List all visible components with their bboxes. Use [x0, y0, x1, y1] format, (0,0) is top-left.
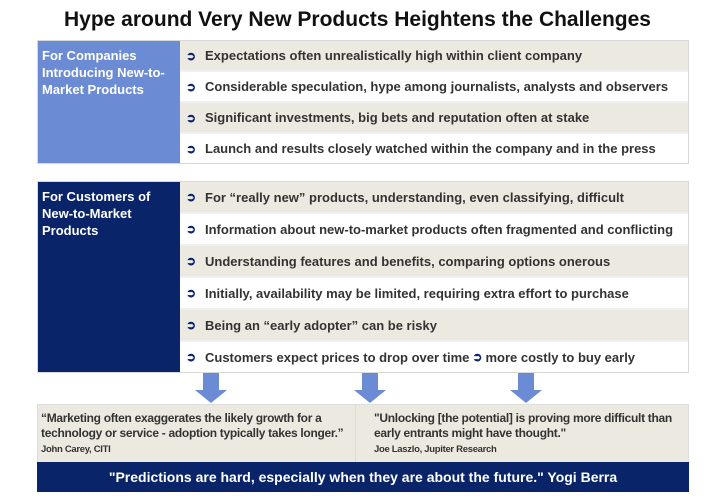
quotes-panel: “Marketing often exaggerates the likely … [37, 404, 689, 463]
customers-label: For Customers of New-to-Market Products [38, 182, 180, 372]
arrow-bullet-icon: ➲ [186, 110, 197, 125]
arrow-bullet-icon: ➲ [186, 190, 197, 204]
item-text: Considerable speculation, hype among jou… [205, 79, 669, 94]
item-text: Significant investments, big bets and re… [205, 110, 590, 125]
companies-section: For Companies Introducing New-to-Market … [37, 40, 689, 164]
item-text: Customers expect prices to drop over tim… [205, 349, 470, 365]
arrow-bullet-icon: ➲ [186, 222, 197, 236]
quote-text: "Unlocking [the potential] is proving mo… [374, 411, 672, 440]
customers-section: For Customers of New-to-Market Products … [37, 181, 689, 373]
page-title: Hype around Very New Products Heightens … [64, 8, 651, 31]
quote-laszlo: "Unlocking [the potential] is proving mo… [355, 405, 688, 462]
list-item: ➲ Being an “early adopter” can be risky [180, 310, 688, 342]
arrow-bullet-icon: ➲ [186, 350, 197, 364]
companies-label: For Companies Introducing New-to-Market … [38, 41, 180, 163]
item-text: Expectations often unrealistically high … [205, 48, 583, 63]
list-item: ➲ Information about new-to-market product… [180, 214, 688, 246]
arrow-bullet-icon: ➲ [186, 79, 197, 94]
item-text: For “really new” products, understanding… [205, 189, 624, 205]
arrow-bullet-icon: ➲ [186, 48, 197, 63]
quote-author: Joe Laszlo, Jupiter Research [374, 444, 497, 455]
footer-quote: "Predictions are hard, especially when t… [37, 462, 689, 492]
list-item: ➲ Considerable speculation, hype among jo… [180, 72, 688, 103]
list-item: ➲ Significant investments, big bets and r… [180, 103, 688, 134]
list-item: ➲ Initially, availability may be limited,… [180, 278, 688, 310]
item-text: Launch and results closely watched withi… [205, 141, 656, 156]
list-item: ➲ Customers expect prices to drop over ti… [180, 342, 688, 372]
arrow-bullet-icon: ➲ [186, 286, 197, 300]
arrow-bullet-icon: ➲ [186, 254, 197, 268]
item-text: Information about new-to-market products… [205, 221, 674, 237]
item-text: Understanding features and benefits, com… [205, 253, 611, 269]
arrow-inline-icon: ➲ [472, 350, 483, 364]
list-item: ➲ For “really new” products, understandin… [180, 182, 688, 214]
quote-author: John Carey, CITI [41, 444, 111, 455]
item-text: Being an “early adopter” can be risky [205, 317, 437, 333]
quote-carey: “Marketing often exaggerates the likely … [38, 405, 355, 462]
arrow-bullet-icon: ➲ [186, 141, 197, 156]
list-item: ➲ Expectations often unrealistically high… [180, 41, 688, 72]
list-item: ➲ Understanding features and benefits, co… [180, 246, 688, 278]
arrow-bullet-icon: ➲ [186, 318, 197, 332]
list-item: ➲ Launch and results closely watched with… [180, 134, 688, 163]
item-text: more costly to buy early [485, 349, 636, 365]
item-text: Initially, availability may be limited, … [205, 285, 629, 301]
quote-text: “Marketing often exaggerates the likely … [41, 411, 344, 440]
